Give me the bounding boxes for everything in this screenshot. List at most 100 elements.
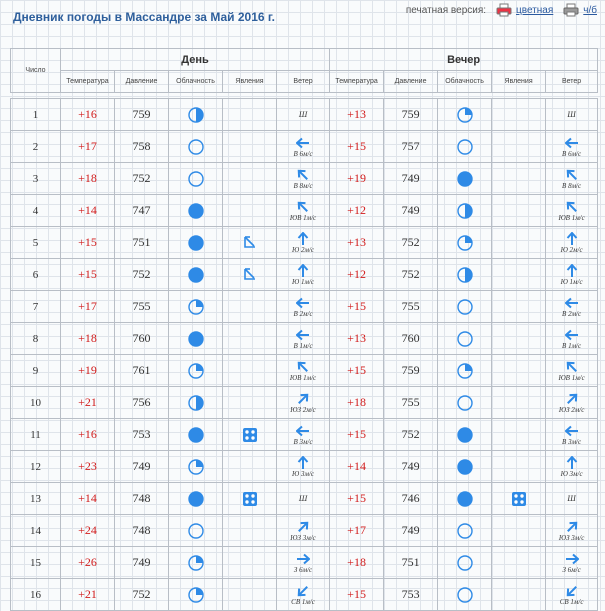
quarter-cloud-icon — [438, 362, 491, 379]
wind-arrow-icon — [296, 584, 310, 598]
wind-label: В 8м/с — [562, 181, 582, 190]
day-pressure: 749 — [114, 450, 169, 483]
day-number: 13 — [10, 482, 61, 515]
clear-sky-icon — [438, 394, 491, 411]
wind-arrow-icon — [296, 552, 311, 566]
evening-temperature: +13 — [329, 98, 385, 131]
weather-diary-table: Число День Вечер Температура Давление Об… — [10, 48, 599, 611]
evening-pressure: 746 — [383, 482, 439, 515]
clear-sky-icon — [438, 554, 491, 571]
day-wind-cell: В 8м/с — [275, 162, 331, 195]
wind-arrow-icon — [296, 263, 310, 278]
evening-phenomena-cell — [491, 578, 547, 611]
evening-wind-cell: В 1м/с — [545, 322, 599, 355]
table-row: 16 +21 752 СВ 1м/с +15 753 СВ 1м/с — [10, 578, 599, 611]
evening-temperature: +18 — [329, 546, 385, 579]
day-number: 14 — [10, 514, 61, 547]
overcast-cloud-icon — [169, 266, 222, 283]
table-row: 11 +16 753 В 3м/с +15 752 В 3м/с — [10, 418, 599, 451]
clear-sky-icon — [438, 330, 491, 347]
evening-wind-cell: ЮЗ 3м/с — [545, 514, 599, 547]
wind-label: В 3м/с — [562, 437, 582, 446]
day-wind-cell: Ш — [275, 482, 331, 515]
wind-label: ЮВ 1м/с — [558, 373, 585, 382]
day-temperature: +17 — [60, 290, 115, 323]
day-cloudiness-cell — [168, 98, 223, 131]
evening-wind-cell: ЮВ 1м/с — [545, 194, 599, 227]
wind-label: ЮВ 1м/с — [289, 213, 317, 222]
day-pressure: 759 — [114, 98, 169, 131]
wind-label: В 2м/с — [293, 309, 313, 318]
table-row: 10 +21 756 ЮЗ 2м/с +18 755 ЮЗ 2м/с — [10, 386, 599, 419]
color-version-link[interactable]: цветная — [516, 4, 554, 16]
evening-cloudiness-cell — [437, 514, 493, 547]
day-number: 15 — [10, 546, 61, 579]
rain-phenomenon-icon — [223, 235, 276, 251]
wind-arrow-icon — [565, 168, 579, 182]
evening-phenomena-cell — [491, 98, 547, 131]
evening-temperature: +18 — [329, 386, 385, 419]
evening-wind-cell: В 6м/с — [545, 130, 599, 163]
bw-version-link[interactable]: ч/б — [583, 4, 597, 16]
day-wind-cell: ЮВ 1м/с — [275, 194, 331, 227]
day-phenomena-cell — [222, 322, 277, 355]
day-number: 6 — [10, 258, 61, 291]
day-temperature: +21 — [60, 578, 115, 611]
evening-pressure: 755 — [383, 290, 439, 323]
evening-cloudiness-cell — [437, 130, 493, 163]
half-cloud-icon — [169, 394, 222, 411]
wind-label: В 6м/с — [562, 149, 582, 158]
day-pressure: 749 — [114, 546, 169, 579]
day-number: 12 — [10, 450, 61, 483]
evening-phenomena-cell — [491, 386, 547, 419]
overcast-cloud-icon — [169, 490, 222, 507]
wind-arrow-icon — [564, 328, 579, 342]
wind-label: В 2м/с — [562, 309, 582, 318]
wind-arrow-icon — [565, 263, 579, 278]
wind-label: В 8м/с — [293, 181, 313, 190]
evening-cloudiness-cell — [437, 258, 493, 291]
evening-cloudiness-cell — [437, 98, 493, 131]
bw-printer-icon[interactable] — [563, 3, 579, 17]
evening-pressure: 749 — [383, 514, 439, 547]
wind-arrow-icon — [565, 552, 579, 566]
evening-pressure: 752 — [383, 418, 439, 451]
table-row: 6 +15 752 Ю 1м/с +12 752 Ю 1м/с — [10, 258, 599, 291]
wind-arrow-icon — [565, 360, 579, 374]
evening-pressure: 749 — [383, 194, 439, 227]
evening-phenomena-cell — [491, 226, 547, 259]
page-title: Дневник погоды в Массандре за Май 2016 г… — [13, 10, 276, 24]
clear-sky-icon — [438, 138, 491, 155]
day-pressure: 748 — [114, 514, 169, 547]
clear-sky-icon — [438, 298, 491, 315]
quarter-cloud-icon — [169, 586, 222, 603]
day-pressure: 761 — [114, 354, 169, 387]
day-temperature: +16 — [60, 98, 115, 131]
evening-cloudiness-cell — [437, 546, 493, 579]
evening-temperature: +15 — [329, 418, 385, 451]
evening-phenomena-cell — [491, 482, 547, 515]
evening-wind-cell: Ю 1м/с — [545, 258, 599, 291]
wind-arrow-icon — [564, 424, 579, 438]
evening-wind-cell: Ш — [545, 98, 599, 131]
evening-cloudiness-header: Облачность — [437, 70, 493, 93]
day-pressure: 752 — [114, 578, 169, 611]
wind-label: Ю 3м/с — [560, 469, 583, 478]
day-pressure: 753 — [114, 418, 169, 451]
wind-arrow-icon — [565, 584, 579, 598]
day-pressure: 752 — [114, 258, 169, 291]
wind-label: ЮЗ 3м/с — [290, 533, 316, 542]
wind-arrow-icon — [296, 136, 310, 150]
evening-cloudiness-cell — [437, 322, 493, 355]
evening-pressure: 753 — [383, 578, 439, 611]
evening-wind-cell: Ш — [545, 482, 599, 515]
quarter-cloud-icon — [169, 554, 222, 571]
day-phenomena-cell — [222, 354, 277, 387]
evening-temperature: +15 — [329, 578, 385, 611]
evening-cloudiness-cell — [437, 418, 493, 451]
color-printer-icon[interactable] — [496, 3, 512, 17]
evening-phenomena-cell — [491, 450, 547, 483]
day-temperature: +26 — [60, 546, 115, 579]
wind-arrow-icon — [564, 296, 579, 310]
day-cloudiness-cell — [168, 418, 223, 451]
